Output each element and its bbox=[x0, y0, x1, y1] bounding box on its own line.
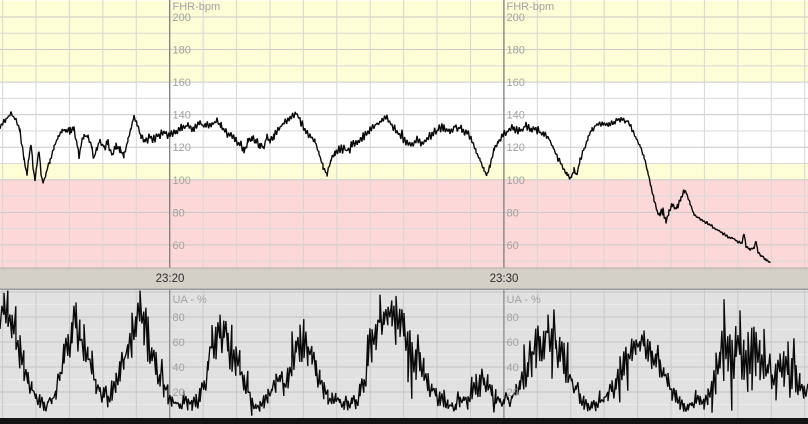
ua-tick-label: 20 bbox=[507, 387, 519, 399]
time-label: 23:30 bbox=[490, 273, 519, 285]
fhr-tick-label: 200 bbox=[173, 12, 191, 24]
fhr-tick-label: 180 bbox=[173, 45, 191, 57]
ua-tick-label: 40 bbox=[507, 362, 519, 374]
fhr-tick-label: 160 bbox=[173, 77, 191, 89]
ua-tick-label: 20 bbox=[173, 387, 185, 399]
time-ruler-top-border bbox=[0, 267, 808, 269]
fhr-tick-label: 80 bbox=[507, 207, 519, 219]
fhr-tick-label: 60 bbox=[173, 240, 185, 252]
fhr-tick-label: 100 bbox=[173, 175, 191, 187]
fhr-tick-label: 80 bbox=[173, 207, 185, 219]
ua-tick-label: 80 bbox=[173, 312, 185, 324]
fhr-tick-label: 180 bbox=[507, 45, 525, 57]
fhr-tick-label: 100 bbox=[507, 175, 525, 187]
fhr-grid bbox=[0, 0, 808, 268]
fhr-tick-label: 60 bbox=[507, 240, 519, 252]
fhr-axis-title: FHR-bpm bbox=[507, 1, 555, 13]
axis-tick-labels: 200 180 160 140 120 100 80 60 80 60 40 20 200 180 160 1… bbox=[173, 12, 525, 399]
fhr-tick-label: 120 bbox=[507, 142, 525, 154]
fhr-trace bbox=[0, 111, 771, 263]
ua-tick-label: 80 bbox=[507, 312, 519, 324]
ua-tick-label: 60 bbox=[507, 337, 519, 349]
fhr-tick-label: 140 bbox=[507, 110, 525, 122]
fhr-tick-label: 200 bbox=[507, 12, 525, 24]
time-ruler-bg bbox=[0, 267, 808, 289]
ua-trace bbox=[0, 290, 808, 416]
time-ruler-band bbox=[0, 267, 808, 289]
fhr-tick-label: 160 bbox=[507, 77, 525, 89]
ua-axis-title: UA - % bbox=[507, 294, 541, 306]
fhr-tick-label: 140 bbox=[173, 110, 191, 122]
time-label: 23:20 bbox=[156, 273, 185, 285]
bottom-edge-bar bbox=[0, 418, 808, 424]
fhr-axis-title: FHR-bpm bbox=[173, 1, 221, 13]
ua-top-border bbox=[0, 288, 808, 290]
ua-tick-label: 60 bbox=[173, 337, 185, 349]
fhr-tick-label: 120 bbox=[173, 142, 191, 154]
ua-axis-title: UA - % bbox=[173, 294, 207, 306]
ua-tick-label: 40 bbox=[173, 362, 185, 374]
